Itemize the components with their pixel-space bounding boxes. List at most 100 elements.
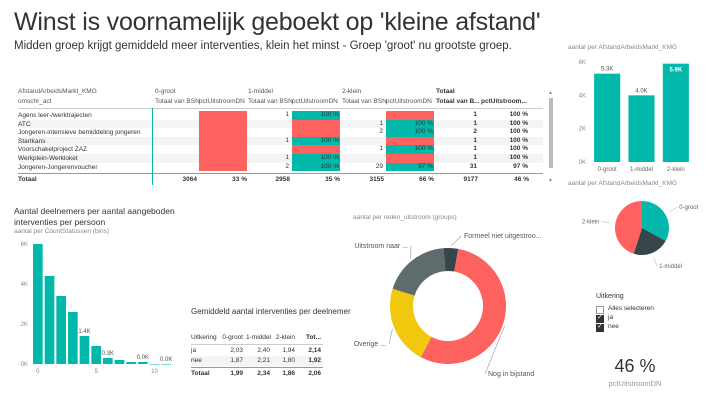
- hist-bar[interactable]: [68, 312, 78, 364]
- matrix-cell: 1: [379, 145, 383, 153]
- pie-slice-1-middel[interactable]: [633, 228, 666, 255]
- hist-bar[interactable]: [149, 364, 160, 365]
- matrix-row[interactable]: Agens leer-/werktrajecten 1 100 % 1 100 %: [18, 111, 543, 120]
- matrix-cell: [248, 120, 290, 129]
- hist-data-label: 0.0K: [160, 357, 172, 363]
- matrix-row[interactable]: ATC 1 100 % 1 100 %: [18, 119, 543, 129]
- slicer-item-label: Alles selecteren: [608, 305, 654, 312]
- matrix-row[interactable]: Jongeren-intensieve bemiddeling jongeren…: [18, 128, 543, 137]
- avg-table-cell: 2,03: [230, 347, 243, 354]
- donut-slice[interactable]: [390, 288, 432, 358]
- bar-chart-visual[interactable]: aantal per AfstandArbeidsMarkt_KMG 0K 2K 4…: [568, 44, 698, 174]
- matrix-cell: 1: [473, 111, 477, 118]
- matrix-row-label: Voorschakelproject ZAZ: [18, 146, 88, 154]
- matrix-cell: 100 %: [386, 128, 434, 137]
- donut-slice[interactable]: [443, 248, 459, 272]
- matrix-cell: [386, 111, 434, 120]
- hist-bar[interactable]: [126, 362, 136, 364]
- matrix-scrollbar[interactable]: ▲ ▼: [548, 90, 554, 190]
- avg-table-header: Tot...: [305, 334, 321, 341]
- matrix-cell: [155, 111, 197, 120]
- hist-bar[interactable]: [33, 244, 43, 364]
- matrix-group-2: 2-klein: [342, 88, 362, 95]
- kpi-value: 46 %: [614, 356, 656, 376]
- hist-x-tick: 0: [36, 369, 40, 375]
- matrix-cell: [342, 137, 384, 146]
- avg-table-cell: nee: [191, 357, 202, 364]
- bar-y-tick: 6K: [579, 60, 586, 66]
- pie-chart-visual[interactable]: aantal per AfstandArbeidsMarkt_KMG 0-gro…: [568, 180, 708, 270]
- matrix-total-cell: 35 %: [325, 176, 340, 184]
- histogram-title: aantal per CountStatussen (bins): [14, 228, 110, 235]
- matrix-cell: [199, 145, 247, 154]
- matrix-header-divider: [18, 108, 543, 109]
- matrix-cell: 2: [473, 128, 477, 136]
- matrix-cell: 1: [473, 136, 477, 144]
- avg-table[interactable]: Uitkering 0-groot 1-middel 2-klein Tot... ja 2…: [191, 334, 326, 384]
- scroll-down-icon[interactable]: ▼: [548, 178, 553, 184]
- scroll-up-icon[interactable]: ▲: [548, 90, 553, 96]
- matrix-row-label: Agens leer-/werktrajecten: [18, 112, 92, 119]
- donut-slice[interactable]: [392, 248, 446, 296]
- matrix-cell: [155, 145, 197, 154]
- hist-bar[interactable]: [79, 336, 90, 364]
- slicer-item[interactable]: ✓ ja: [596, 314, 676, 323]
- matrix-total-cell: 9177: [463, 176, 478, 184]
- hist-bar[interactable]: [44, 276, 55, 364]
- hist-y-tick: 4K: [21, 282, 28, 288]
- avg-table-cell: ja: [191, 347, 197, 354]
- hist-bar[interactable]: [56, 296, 66, 364]
- bar-0-groot[interactable]: [594, 73, 621, 162]
- avg-table-total-divider: [191, 367, 323, 368]
- matrix-cell: [199, 119, 247, 129]
- pie-slice-0-groot[interactable]: [642, 201, 669, 242]
- matrix-row[interactable]: Voorschakelproject ZAZ 1 100 % 1 100 %: [18, 145, 543, 154]
- bar-1-middel[interactable]: [628, 95, 655, 162]
- matrix-row-header-2: omschr_act: [18, 98, 52, 105]
- histogram-svg: 0K 2K 4K 6K 1.4K 0.3K 0.0K 0.0K 0 5 10: [21, 242, 173, 375]
- matrix-cell: 2: [285, 162, 289, 170]
- matrix-col-header: pctUitstroom...: [481, 98, 527, 105]
- kpi-card[interactable]: 46 % pctUitstroomDN: [580, 350, 690, 395]
- avg-table-title: Gemiddeld aantal interventies per deelne…: [191, 307, 351, 316]
- pie-slice-2-klein[interactable]: [615, 201, 642, 254]
- donut-slice[interactable]: [420, 248, 507, 364]
- matrix-row[interactable]: Jongeren-Jongerenvoucher 2 100 % 29 97 % 31 97…: [18, 162, 543, 172]
- bar-2-klein[interactable]: [662, 63, 689, 162]
- avg-table-cell: 2,14: [308, 347, 321, 354]
- matrix-row[interactable]: Werkplein-Werkloket 1 100 % 1 100 %: [18, 154, 543, 163]
- matrix-total-cell: 66 %: [419, 176, 434, 184]
- slicer-item[interactable]: ✓ nee: [596, 323, 676, 332]
- checkbox-icon[interactable]: ✓: [596, 314, 604, 323]
- matrix-visual[interactable]: AfstandArbeidsMarkt_KMG omschr_act 0-gro…: [18, 88, 558, 194]
- scroll-thumb[interactable]: [549, 98, 553, 168]
- slicer-uitkering[interactable]: Uitkering Alles selecteren ✓ ja ✓ nee: [596, 293, 676, 343]
- histogram-visual[interactable]: aantal per CountStatussen (bins) 0K 2K 4K 6…: [10, 228, 175, 378]
- hist-data-label: 1.4K: [78, 329, 90, 335]
- checkbox-icon[interactable]: ✓: [596, 323, 604, 332]
- matrix-cell: 100 %: [292, 111, 340, 120]
- donut-title: aantal per reden_uitstroom (groups): [353, 214, 457, 221]
- checkbox-icon[interactable]: [596, 306, 604, 314]
- matrix-cell: [155, 163, 197, 172]
- matrix-row-header-1: AfstandArbeidsMarkt_KMG: [18, 88, 97, 95]
- hist-bar[interactable]: [103, 358, 113, 364]
- matrix-total-cell: 3155: [369, 176, 384, 184]
- matrix-total-cell: 46 %: [514, 176, 529, 184]
- donut-visual[interactable]: aantal per reden_uitstroom (groups) Nog …: [345, 210, 560, 390]
- matrix-cell: 29: [375, 162, 383, 170]
- hist-bar[interactable]: [91, 346, 101, 364]
- hist-bar[interactable]: [138, 362, 148, 364]
- hist-bar[interactable]: [114, 360, 125, 364]
- matrix-cell: [386, 136, 434, 146]
- matrix-row[interactable]: Startkans 1 100 % 1 100 %: [18, 136, 543, 146]
- pie-leader-line: [669, 206, 678, 212]
- hist-y-tick: 0K: [21, 362, 28, 368]
- hist-bar[interactable]: [161, 364, 171, 365]
- slicer-item[interactable]: Alles selecteren: [596, 305, 676, 314]
- matrix-cell: [386, 154, 434, 163]
- matrix-cell: 100 %: [509, 145, 528, 153]
- donut-label: Nog in bijstand: [488, 371, 534, 378]
- hist-x-tick: 5: [94, 369, 98, 375]
- avg-table-cell: 1,92: [308, 357, 321, 364]
